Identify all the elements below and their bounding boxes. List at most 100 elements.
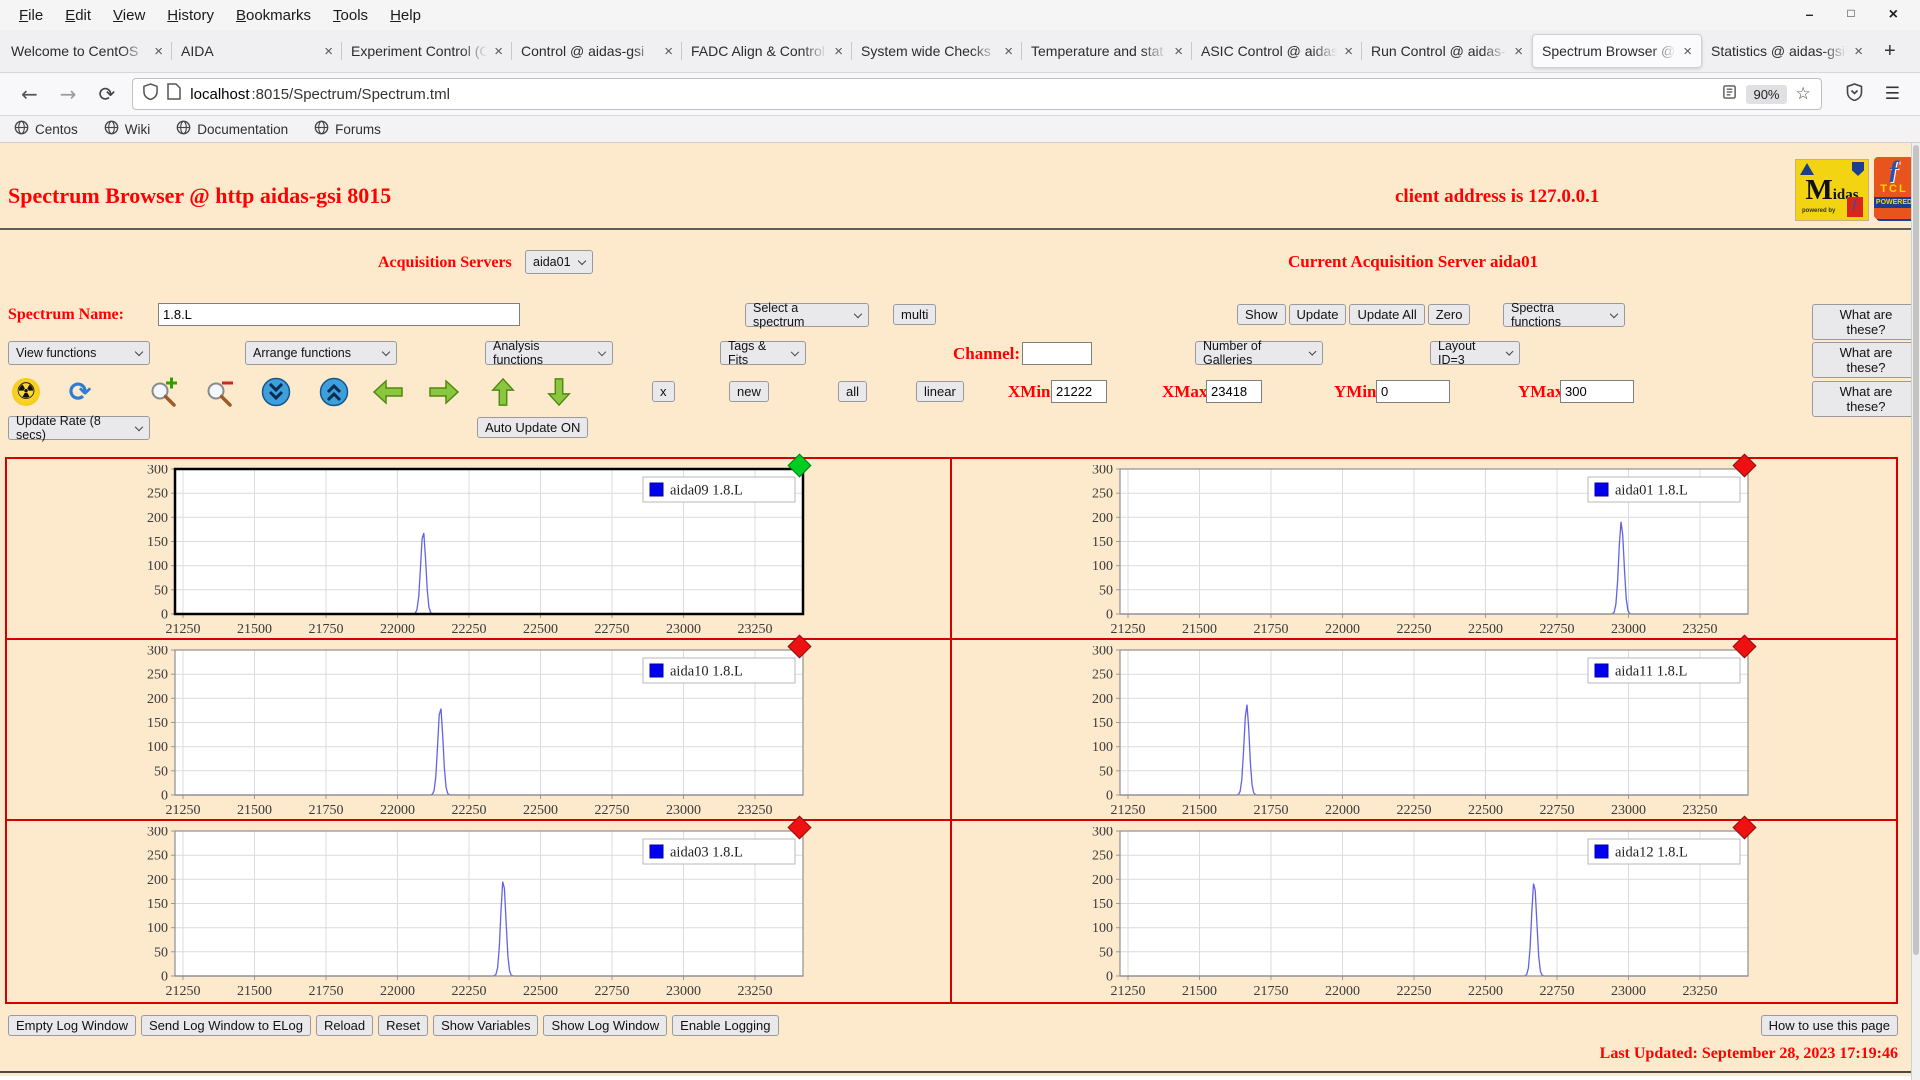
tab-system-wide-checks[interactable]: System wide Checks ×	[851, 34, 1022, 68]
arrange-functions-dropdown[interactable]: Arrange functions	[245, 341, 397, 365]
how-to-use-button[interactable]: How to use this page	[1760, 1015, 1898, 1036]
spectra-functions-dropdown[interactable]: Spectra functions	[1503, 301, 1625, 329]
maximize-button[interactable]: □	[1847, 6, 1855, 20]
x-button[interactable]: x	[652, 381, 675, 402]
analysis-functions-dropdown[interactable]: Analysis functions	[485, 339, 613, 367]
reader-mode-icon[interactable]	[1722, 84, 1737, 105]
multi-button[interactable]: multi	[893, 304, 937, 325]
move-up-icon[interactable]	[487, 377, 519, 407]
ymax-input[interactable]	[1560, 380, 1634, 403]
tab-close-icon[interactable]: ×	[834, 42, 843, 60]
tab-experiment-control-c[interactable]: Experiment Control (C ×	[341, 34, 512, 68]
tracking-shield-icon[interactable]	[1834, 82, 1875, 106]
xmax-input[interactable]	[1206, 380, 1262, 403]
all-button[interactable]: all	[838, 381, 868, 402]
footer-button-send-log-window-to-elog[interactable]: Send Log Window to ELog	[141, 1015, 311, 1036]
clear-radiation-icon[interactable]: ☢	[10, 377, 42, 407]
what-are-these-button-2[interactable]: What are these?	[1812, 342, 1920, 378]
tab-close-icon[interactable]: ×	[1004, 42, 1013, 60]
footer-button-enable-logging[interactable]: Enable Logging	[672, 1015, 779, 1036]
spectrum-chart-aida09-1-8-l[interactable]: 21250 21500 21750 22000 22250 22500 22750 23000…	[7, 453, 952, 640]
close-button[interactable]: ×	[1888, 6, 1898, 23]
ymin-input[interactable]	[1376, 380, 1450, 403]
bookmark-forums[interactable]: Forums	[314, 120, 381, 138]
channel-input[interactable]	[1022, 342, 1092, 365]
bookmark-centos[interactable]: Centos	[14, 120, 78, 138]
menu-edit[interactable]: Edit	[65, 6, 92, 24]
new-tab-button[interactable]: +	[1884, 39, 1896, 62]
tab-close-icon[interactable]: ×	[1344, 42, 1353, 60]
update-all-button[interactable]: Update All	[1349, 304, 1425, 325]
tab-welcome-to-centos[interactable]: Welcome to CentOS ×	[2, 34, 172, 68]
spectrum-chart-aida11-1-8-l[interactable]: 21250 21500 21750 22000 22250 22500 22750 23000…	[951, 634, 1896, 821]
tcl-powered-logo[interactable]: ƒ TCL POWERED	[1874, 157, 1914, 219]
spectrum-chart-aida10-1-8-l[interactable]: 21250 21500 21750 22000 22250 22500 22750 23000…	[7, 634, 952, 821]
tab-close-icon[interactable]: ×	[154, 42, 163, 60]
tab-close-icon[interactable]: ×	[1683, 42, 1692, 60]
show-button[interactable]: Show	[1237, 304, 1286, 325]
menu-bookmarks[interactable]: Bookmarks	[235, 6, 312, 24]
spectrum-chart-aida01-1-8-l[interactable]: 21250 21500 21750 22000 22250 22500 22750 23000…	[951, 453, 1896, 640]
footer-button-empty-log-window[interactable]: Empty Log Window	[8, 1015, 136, 1036]
tab-close-icon[interactable]: ×	[1514, 42, 1523, 60]
menu-view[interactable]: View	[113, 6, 146, 24]
zoom-out-icon[interactable]	[204, 377, 236, 407]
tab-close-icon[interactable]: ×	[494, 42, 503, 60]
tab-close-icon[interactable]: ×	[1854, 42, 1863, 60]
tags-fits-dropdown[interactable]: Tags & Fits	[720, 339, 806, 367]
update-button[interactable]: Update	[1288, 304, 1347, 325]
tab-spectrum-browser[interactable]: Spectrum Browser @ ×	[1532, 34, 1702, 68]
hamburger-menu-icon[interactable]: ☰	[1884, 84, 1900, 104]
back-icon[interactable]: ←	[21, 82, 38, 106]
reload-icon[interactable]: ⟳	[98, 82, 116, 106]
what-are-these-button-1[interactable]: What are these?	[1812, 304, 1920, 340]
tab-statistics-aidas-gsi[interactable]: Statistics @ aidas-gsi ×	[1702, 34, 1872, 68]
acquisition-server-select[interactable]: aida01	[525, 250, 593, 274]
galleries-dropdown[interactable]: Number of Galleries	[1195, 339, 1323, 367]
tab-temperature-and-stat[interactable]: Temperature and stat ×	[1021, 34, 1192, 68]
move-down-icon[interactable]	[543, 377, 575, 407]
refresh-icon[interactable]: ⟳	[68, 376, 92, 408]
menu-help[interactable]: Help	[390, 6, 421, 24]
zero-button[interactable]: Zero	[1427, 304, 1471, 325]
scrollbar-thumb[interactable]	[1913, 145, 1919, 955]
minimize-button[interactable]: –	[1805, 6, 1814, 22]
auto-update-button[interactable]: Auto Update ON	[477, 417, 589, 438]
xmin-input[interactable]	[1051, 380, 1107, 403]
tab-aida[interactable]: AIDA ×	[171, 34, 342, 68]
shield-icon[interactable]	[143, 83, 159, 105]
tab-run-control-aidas[interactable]: Run Control @ aidas- ×	[1361, 34, 1532, 68]
view-functions-dropdown[interactable]: View functions	[8, 341, 150, 365]
zoom-in-icon[interactable]	[148, 377, 180, 407]
tab-close-icon[interactable]: ×	[664, 42, 673, 60]
spectrum-chart-aida12-1-8-l[interactable]: 21250 21500 21750 22000 22250 22500 22750 23000…	[952, 815, 1897, 1002]
footer-button-reset[interactable]: Reset	[378, 1015, 429, 1036]
select-spectrum-dropdown[interactable]: Select a spectrum	[745, 301, 869, 329]
zoom-level-badge[interactable]: 90%	[1746, 84, 1787, 104]
footer-button-show-log-window[interactable]: Show Log Window	[543, 1015, 668, 1036]
spectrum-name-input[interactable]	[158, 303, 520, 326]
layout-id-dropdown[interactable]: Layout ID=3	[1430, 339, 1520, 367]
tab-close-icon[interactable]: ×	[324, 42, 333, 60]
linear-button[interactable]: linear	[916, 381, 964, 402]
tab-fadc-align-control[interactable]: FADC Align & Control ×	[681, 34, 852, 68]
url-bar[interactable]: localhost:8015/Spectrum/Spectrum.tml 90%…	[132, 78, 1822, 110]
what-are-these-button-3[interactable]: What are these?	[1812, 381, 1920, 417]
midas-logo[interactable]: Midas powered by ƒ	[1795, 159, 1869, 221]
scrollbar[interactable]	[1911, 143, 1920, 1080]
tab-close-icon[interactable]: ×	[1174, 42, 1183, 60]
menu-tools[interactable]: Tools	[333, 6, 369, 24]
fast-up-icon[interactable]	[318, 377, 350, 407]
update-rate-dropdown[interactable]: Update Rate (8 secs)	[8, 414, 150, 442]
footer-button-show-variables[interactable]: Show Variables	[433, 1015, 539, 1036]
menu-file[interactable]: File	[19, 6, 44, 24]
move-right-icon[interactable]	[428, 377, 460, 407]
forward-icon[interactable]: →	[59, 82, 77, 106]
menu-history[interactable]: History	[167, 6, 214, 24]
fast-down-icon[interactable]	[260, 377, 292, 407]
new-button[interactable]: new	[729, 381, 769, 402]
bookmark-wiki[interactable]: Wiki	[104, 120, 150, 138]
footer-button-reload[interactable]: Reload	[315, 1015, 374, 1036]
tab-asic-control-aidas[interactable]: ASIC Control @ aidas ×	[1191, 34, 1362, 68]
spectrum-chart-aida03-1-8-l[interactable]: 21250 21500 21750 22000 22250 22500 22750 23000…	[7, 815, 952, 1002]
